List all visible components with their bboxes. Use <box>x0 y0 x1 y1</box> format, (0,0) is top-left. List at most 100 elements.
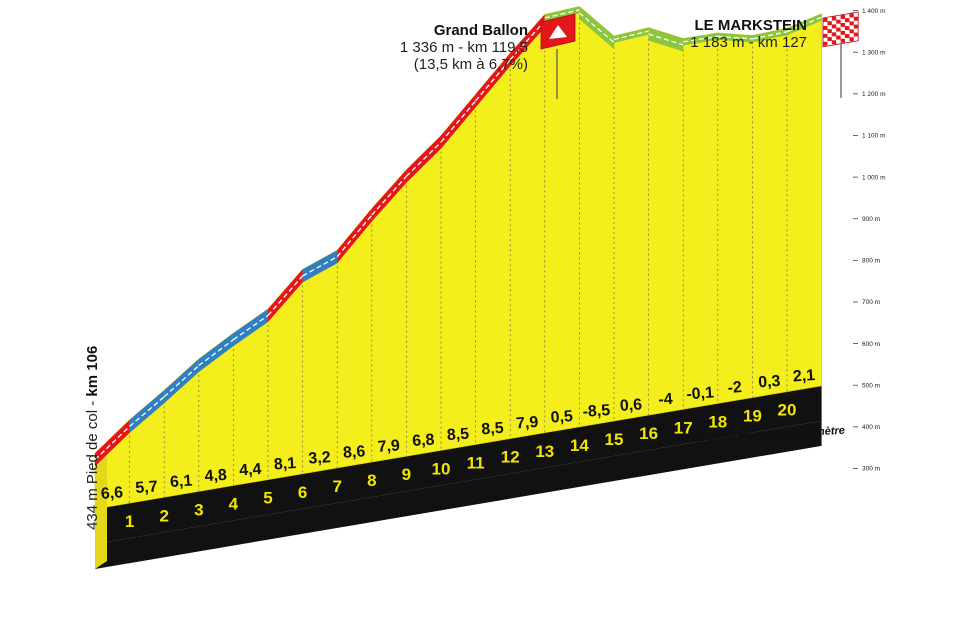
km-label: 20 <box>778 401 797 420</box>
gradient-segment <box>198 333 234 373</box>
flag-square <box>845 34 850 39</box>
ribbon-dash <box>405 141 442 177</box>
flag-square <box>845 26 850 31</box>
ribbon-dash <box>94 425 131 461</box>
gradient-label: 3,2 <box>308 449 331 468</box>
ribbon-dash <box>509 20 546 61</box>
ribbon-dash <box>233 314 269 341</box>
black-base-slab <box>95 420 822 569</box>
altitude-label: 400 m <box>862 424 880 431</box>
km-label: 10 <box>432 459 451 478</box>
gradient-label: -4 <box>658 391 673 409</box>
flag-square <box>836 35 841 40</box>
flag-square <box>853 16 859 21</box>
km-label: 19 <box>743 407 762 426</box>
flag-square <box>853 32 859 37</box>
ribbon-dash <box>648 33 684 46</box>
ribbon-dash <box>302 256 338 277</box>
km-label: 8 <box>367 471 376 490</box>
ribbon-dash <box>336 214 373 258</box>
km-label: 9 <box>402 465 411 484</box>
altitude-label: 700 m <box>862 299 880 306</box>
gradient-label: 8,5 <box>481 420 504 439</box>
flag-square <box>853 24 859 29</box>
flag-square <box>840 30 845 35</box>
flag-square <box>831 24 837 29</box>
ribbon-dash <box>717 35 753 40</box>
gradient-segment <box>579 6 614 49</box>
ribbon-dash <box>613 30 649 41</box>
flag-square <box>840 38 845 43</box>
gradient-label: -8,5 <box>582 402 611 421</box>
km-labels: 1 2 3 4 5 6 7 8 9 10 11 12 13 14 15 16 17 18 19 20 <box>125 401 797 531</box>
flag-square <box>823 25 828 30</box>
gradient-ribbon <box>94 6 822 467</box>
mountain-flag-icon <box>540 13 576 50</box>
ribbon-dash <box>440 100 477 143</box>
km-label: 17 <box>674 418 693 437</box>
flag-square <box>827 29 832 34</box>
gradient-label: -2 <box>727 379 742 397</box>
km-label: 15 <box>605 430 624 449</box>
flag-square <box>823 18 828 22</box>
altitude-label: 300 m <box>862 466 880 473</box>
km-label: 18 <box>708 412 727 431</box>
flag-square <box>831 16 837 21</box>
altitude-label: 1 300 m <box>862 49 886 56</box>
gradient-label: 4,8 <box>204 467 227 486</box>
gradient-label: 7,9 <box>377 437 400 456</box>
gradient-label: 5,7 <box>135 478 158 497</box>
km-label: 3 <box>194 500 203 519</box>
start-altitude: 434 m Pied de col - <box>84 397 101 530</box>
finish-flag-icon <box>822 11 859 48</box>
km-label: 2 <box>159 506 168 525</box>
ribbon-dash <box>683 35 718 43</box>
flag-square <box>831 40 837 45</box>
flag-square <box>836 19 841 24</box>
gradient-label: 0,3 <box>758 373 781 392</box>
gradient-label: 8,6 <box>342 443 365 462</box>
altitude-label: 500 m <box>862 382 880 389</box>
altitude-label: 800 m <box>862 258 880 265</box>
km-label: 13 <box>535 442 554 461</box>
gradient-label: 6,8 <box>412 432 435 451</box>
flag-square <box>840 22 845 27</box>
flag-square <box>849 13 854 18</box>
flag-square <box>823 33 828 38</box>
km-label: 16 <box>639 424 658 443</box>
gradient-label: 2,1 <box>792 367 815 386</box>
gradient-label: 8,5 <box>446 426 469 445</box>
gradient-label: -0,1 <box>686 384 715 403</box>
gradient-segment <box>129 390 165 433</box>
flag-square <box>849 21 854 26</box>
gradient-label: 6,6 <box>100 484 123 503</box>
ribbon-dash <box>786 16 822 33</box>
gradient-labels: 6,6 5,7 6,1 4,8 4,4 8,1 3,2 8,6 7,9 6,8 8,5 8,5 7,9 0… <box>100 367 815 503</box>
km-gridlines <box>129 12 788 504</box>
altitude-label: 1 100 m <box>862 133 886 140</box>
flag-square <box>827 37 832 42</box>
km-label: 5 <box>263 489 272 508</box>
flag-square <box>849 37 854 42</box>
gradient-segment <box>233 308 268 347</box>
km-label: 14 <box>570 436 589 455</box>
gradient-label: 4,4 <box>239 461 262 480</box>
ribbon-dash <box>198 339 234 367</box>
gradient-label: 6,1 <box>169 473 192 492</box>
km-label: 12 <box>501 448 520 467</box>
km-label: 1 <box>125 512 134 531</box>
black-km-band <box>95 385 822 544</box>
finish-name: LE MARKSTEIN <box>695 17 808 34</box>
gradient-label: 8,1 <box>273 455 296 474</box>
ribbon-dash <box>475 59 511 102</box>
ribbon-dash <box>371 175 407 216</box>
flag-square <box>827 21 832 26</box>
summit-le-markstein: LE MARKSTEIN 1 183 m - km 127 <box>690 11 859 98</box>
altitude-label: 1 400 m <box>862 8 886 15</box>
flag-square <box>849 29 854 34</box>
gradient-label: 0,5 <box>550 408 573 427</box>
ribbon-dash <box>267 275 304 316</box>
profile-base <box>95 385 822 569</box>
gradient-label: 0,6 <box>619 396 642 415</box>
ribbon-dash <box>752 31 788 40</box>
